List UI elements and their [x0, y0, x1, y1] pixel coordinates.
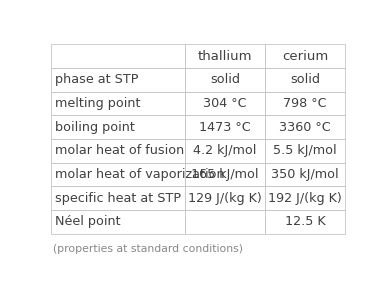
Text: Néel point: Néel point — [55, 215, 121, 228]
Bar — [51, 44, 185, 68]
Bar — [265, 115, 345, 139]
Bar — [185, 91, 265, 115]
Bar — [51, 210, 185, 234]
Bar — [185, 44, 265, 68]
Bar — [51, 163, 185, 186]
Text: thallium: thallium — [198, 50, 252, 62]
Text: specific heat at STP: specific heat at STP — [55, 192, 181, 205]
Text: boiling point: boiling point — [55, 121, 135, 134]
Text: 192 J/(kg K): 192 J/(kg K) — [268, 192, 342, 205]
Text: 4.2 kJ/mol: 4.2 kJ/mol — [194, 144, 257, 157]
Text: 129 J/(kg K): 129 J/(kg K) — [188, 192, 262, 205]
Bar — [51, 91, 185, 115]
Bar — [185, 115, 265, 139]
Bar — [185, 210, 265, 234]
Text: 304 °C: 304 °C — [203, 97, 247, 110]
Bar — [51, 115, 185, 139]
Bar — [265, 186, 345, 210]
Text: solid: solid — [210, 73, 240, 86]
Text: (properties at standard conditions): (properties at standard conditions) — [53, 244, 243, 255]
Text: 3360 °C: 3360 °C — [279, 121, 331, 134]
Text: 5.5 kJ/mol: 5.5 kJ/mol — [273, 144, 337, 157]
Bar — [51, 186, 185, 210]
Bar — [185, 68, 265, 92]
Bar — [265, 91, 345, 115]
Bar — [265, 163, 345, 186]
Bar — [185, 139, 265, 163]
Bar — [185, 163, 265, 186]
Text: solid: solid — [290, 73, 320, 86]
Bar — [265, 68, 345, 92]
Text: 798 °C: 798 °C — [283, 97, 327, 110]
Text: 165 kJ/mol: 165 kJ/mol — [191, 168, 259, 181]
Bar — [51, 139, 185, 163]
Bar — [51, 68, 185, 92]
Bar — [265, 210, 345, 234]
Text: 12.5 K: 12.5 K — [285, 215, 325, 228]
Text: 350 kJ/mol: 350 kJ/mol — [271, 168, 339, 181]
Text: melting point: melting point — [55, 97, 140, 110]
Text: cerium: cerium — [282, 50, 328, 62]
Text: phase at STP: phase at STP — [55, 73, 139, 86]
Bar — [185, 186, 265, 210]
Bar — [265, 44, 345, 68]
Bar — [265, 139, 345, 163]
Text: molar heat of vaporization: molar heat of vaporization — [55, 168, 224, 181]
Text: 1473 °C: 1473 °C — [199, 121, 251, 134]
Text: molar heat of fusion: molar heat of fusion — [55, 144, 184, 157]
